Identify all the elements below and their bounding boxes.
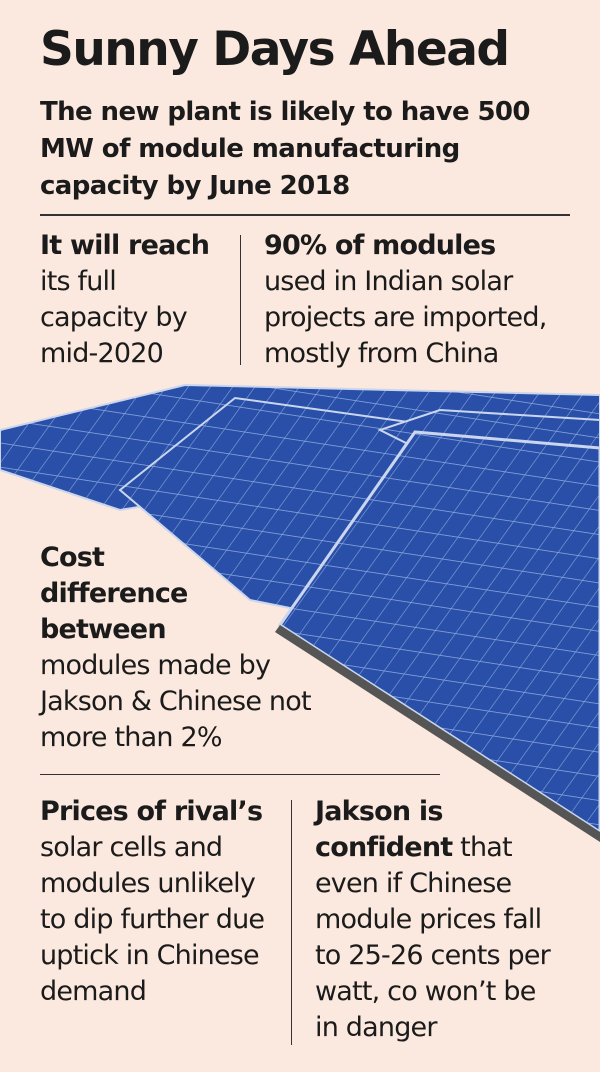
divider <box>40 214 570 216</box>
fact: Prices of rival’s solar cells and module… <box>40 794 275 1010</box>
fact-text: used in Indian solar projects are import… <box>264 266 547 369</box>
divider <box>291 800 292 1045</box>
fact-lead: Cost difference between <box>40 542 188 645</box>
solar-panels-illustration <box>0 383 600 842</box>
divider <box>40 774 440 775</box>
fact: It will reach its full capacity by mid-2… <box>40 228 225 372</box>
fact-text: its full capacity by mid-2020 <box>40 266 188 369</box>
fact-lead: 90% of modules <box>264 230 496 261</box>
fact-text: that even if Chinese module prices fall … <box>315 832 551 1043</box>
subtitle: The new plant is likely to have 500 MW o… <box>40 97 531 201</box>
fact-text: solar cells and modules unlikely to dip … <box>40 832 265 1007</box>
fact-lead: Jakson is confident <box>315 796 453 863</box>
fact: Jakson is confident that even if Chinese… <box>315 794 565 1046</box>
divider <box>240 235 241 365</box>
title: Sunny Days Ahead <box>40 22 510 77</box>
fact-lead: Prices of rival’s <box>40 796 263 827</box>
fact-lead: It will reach <box>40 230 210 261</box>
fact-text: modules made by Jakson & Chinese not mor… <box>40 650 312 753</box>
fact: Cost difference between modules made by J… <box>40 540 350 756</box>
fact: 90% of modules used in Indian solar proj… <box>264 228 564 372</box>
